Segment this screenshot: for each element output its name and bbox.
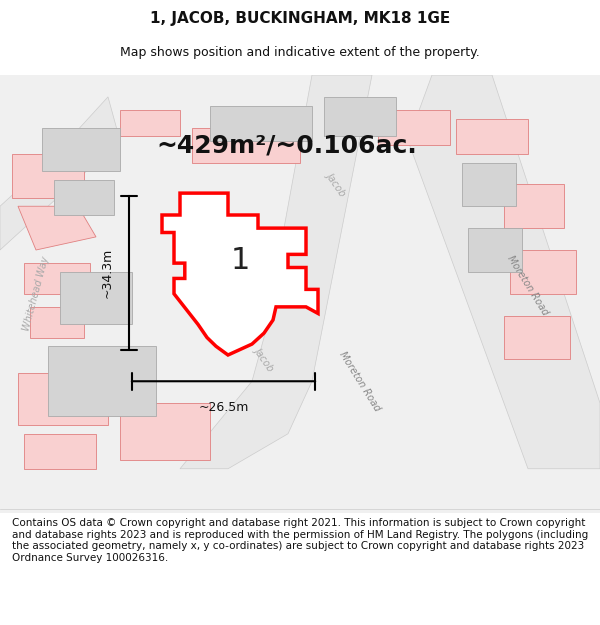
Polygon shape xyxy=(456,119,528,154)
Polygon shape xyxy=(42,127,120,171)
Text: Map shows position and indicative extent of the property.: Map shows position and indicative extent… xyxy=(120,46,480,59)
Polygon shape xyxy=(162,193,318,355)
Polygon shape xyxy=(18,206,96,250)
Polygon shape xyxy=(120,110,180,136)
Polygon shape xyxy=(120,403,210,460)
Text: 1, JACOB, BUCKINGHAM, MK18 1GE: 1, JACOB, BUCKINGHAM, MK18 1GE xyxy=(150,11,450,26)
Polygon shape xyxy=(180,75,372,469)
Polygon shape xyxy=(510,250,576,294)
Text: Whitehead Way: Whitehead Way xyxy=(21,256,51,332)
Polygon shape xyxy=(210,106,312,141)
Polygon shape xyxy=(192,127,300,162)
Text: ~34.3m: ~34.3m xyxy=(101,248,114,298)
Polygon shape xyxy=(24,434,96,469)
Text: 1: 1 xyxy=(230,246,250,276)
Polygon shape xyxy=(54,180,114,215)
Text: ~26.5m: ~26.5m xyxy=(199,401,248,414)
Text: ~429m²/~0.106ac.: ~429m²/~0.106ac. xyxy=(156,133,417,157)
Polygon shape xyxy=(408,75,600,469)
Text: Jacob: Jacob xyxy=(253,346,275,373)
Polygon shape xyxy=(18,372,108,425)
Polygon shape xyxy=(48,346,156,416)
Polygon shape xyxy=(324,97,396,136)
Polygon shape xyxy=(378,110,450,145)
Polygon shape xyxy=(30,307,84,338)
Polygon shape xyxy=(468,228,522,272)
Polygon shape xyxy=(504,316,570,359)
Polygon shape xyxy=(24,263,90,294)
Text: Contains OS data © Crown copyright and database right 2021. This information is : Contains OS data © Crown copyright and d… xyxy=(12,518,588,563)
Text: Moreton Road: Moreton Road xyxy=(338,349,382,413)
Polygon shape xyxy=(504,184,564,228)
Polygon shape xyxy=(60,272,132,324)
Text: Moreton Road: Moreton Road xyxy=(506,253,550,317)
Polygon shape xyxy=(462,162,516,206)
Text: Jacob: Jacob xyxy=(325,171,347,198)
Polygon shape xyxy=(12,154,84,198)
Polygon shape xyxy=(0,97,120,250)
